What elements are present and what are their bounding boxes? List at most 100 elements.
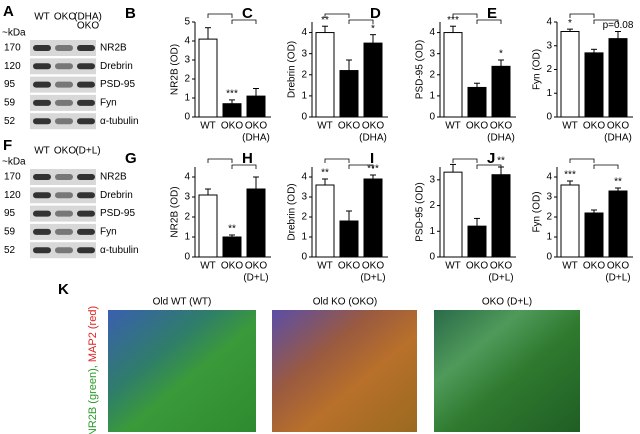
y-axis-label: Drebrin (OD): [287, 183, 298, 240]
y-tick-label: 3: [301, 192, 307, 203]
blot-band: [55, 174, 73, 180]
bracket: [348, 19, 374, 24]
panel-letter: I: [370, 150, 374, 167]
kda-label: 52: [4, 116, 16, 127]
protein-label: PSD-95: [100, 208, 135, 219]
blot-band: [55, 210, 73, 217]
blot-band: [55, 192, 73, 199]
bracket: [476, 164, 502, 169]
y-axis-label: PSD-95 (OD): [415, 182, 426, 241]
blot-band: [77, 45, 95, 51]
x-tick-label: OKO: [490, 121, 512, 132]
y-axis-label: NR2B (OD): [170, 44, 181, 95]
y-tick-label: 4: [184, 172, 190, 183]
y-tick-label: 2: [184, 212, 190, 223]
x-tick-label: OKO: [490, 261, 512, 272]
x-tick-label: (DHA): [359, 133, 387, 144]
significance: ***: [447, 15, 459, 26]
y-tick-label: 1: [429, 91, 435, 102]
blot-band: [33, 228, 51, 235]
significance: ***: [226, 89, 238, 100]
blot-band: [77, 99, 95, 106]
bar: [584, 212, 604, 258]
bar: [443, 32, 463, 118]
y-tick-label: 0: [301, 112, 307, 123]
blot-band: [77, 247, 95, 254]
significance: **: [497, 156, 505, 167]
protein-label: Drebrin: [100, 190, 133, 201]
blot-band: [33, 81, 51, 88]
significance: **: [321, 168, 329, 179]
kda-label: 170: [4, 172, 21, 183]
protein-label: PSD-95: [100, 79, 135, 90]
significance: ***: [564, 170, 576, 181]
bar: [363, 42, 383, 118]
y-axis-label: NR2B (OD): [170, 186, 181, 237]
kda-label: 59: [4, 227, 16, 238]
x-tick-label: OKO: [362, 261, 384, 272]
x-tick-label: OKO: [466, 261, 488, 272]
x-tick-label: WT: [445, 121, 461, 132]
y-axis-label: Fyn (OD): [532, 49, 543, 90]
x-tick-label: WT: [562, 261, 578, 272]
x-tick-label: OKO: [245, 261, 267, 272]
x-tick-label: OKO: [338, 261, 360, 272]
micrograph-title: Old KO (OKO): [313, 297, 377, 308]
bracket: [207, 13, 233, 18]
bar: [491, 65, 511, 118]
bar: [315, 184, 335, 258]
panel-letter: G: [125, 150, 137, 167]
micrograph-panel: [108, 310, 580, 432]
blot-band: [77, 63, 95, 70]
label-green: NR2B (green),: [87, 365, 99, 434]
x-tick-label: OKO: [338, 121, 360, 132]
bracket: [452, 158, 478, 163]
x-tick-label: OKO: [362, 121, 384, 132]
kda-label: 59: [4, 98, 16, 109]
y-tick-label: 3: [429, 174, 435, 185]
y-tick-label: 2: [429, 69, 435, 80]
significance: **: [614, 177, 622, 188]
bar: [608, 190, 628, 258]
lane-label: OKO: [54, 146, 76, 157]
y-tick-label: 2: [184, 74, 190, 85]
y-tick-label: 0: [429, 252, 435, 263]
y-tick-label: 0: [184, 252, 190, 263]
bar: [560, 31, 580, 118]
kda-label: 52: [4, 245, 16, 256]
blot-band: [55, 63, 73, 70]
y-tick-label: 1: [184, 93, 190, 104]
lane-label: OKO: [54, 12, 76, 23]
y-tick-label: 0: [546, 112, 552, 123]
bracket: [593, 19, 619, 24]
x-tick-label: OKO: [245, 121, 267, 132]
blot-band: [55, 45, 73, 51]
panel-letter: F: [3, 137, 12, 154]
blot-band: [33, 45, 51, 51]
label-red: MAP2 (red): [87, 306, 99, 365]
y-tick-label: 3: [429, 48, 435, 59]
x-tick-label: OKO: [583, 261, 605, 272]
bracket: [569, 13, 595, 18]
bracket: [207, 158, 233, 163]
kda-unit: ~kDa: [2, 28, 26, 39]
significance: **: [321, 15, 329, 26]
y-tick-label: 1: [301, 91, 307, 102]
x-tick-label: (D+L): [605, 273, 630, 284]
y-axis-label: Drebrin (OD): [287, 41, 298, 98]
x-tick-label: OKO: [221, 121, 243, 132]
y-tick-label: 1: [546, 88, 552, 99]
y-tick-label: 1: [184, 232, 190, 243]
lane-label: OKO: [77, 21, 99, 32]
bar: [491, 174, 511, 258]
protein-label: NR2B: [100, 172, 127, 183]
y-tick-label: 2: [301, 212, 307, 223]
x-tick-label: OKO: [607, 261, 629, 272]
blot-band: [55, 228, 73, 235]
kda-unit: ~kDa: [2, 157, 26, 168]
bracket: [569, 158, 595, 163]
blot-band: [33, 174, 51, 180]
y-tick-label: 0: [546, 252, 552, 263]
bracket: [324, 158, 350, 163]
